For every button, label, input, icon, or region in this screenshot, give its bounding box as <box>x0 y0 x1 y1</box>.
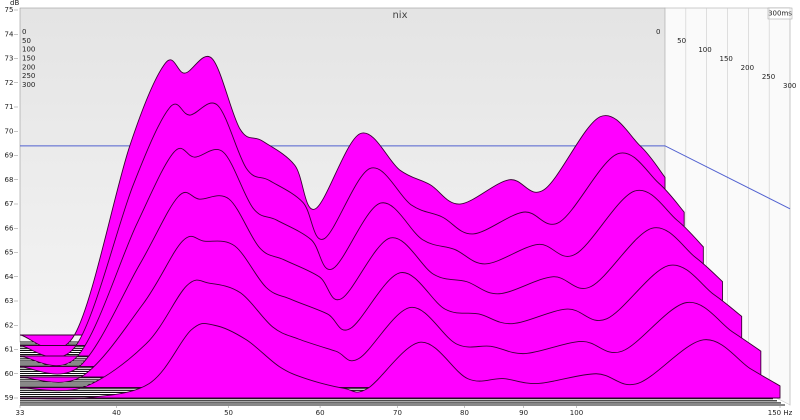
depth-label-left: 150 <box>22 55 35 63</box>
depth-label-right: 100 <box>698 46 711 54</box>
x-tick-label: 40 <box>112 409 121 417</box>
y-tick-label: 59 <box>5 394 14 402</box>
y-tick-label: 69 <box>5 152 14 160</box>
y-tick-label: 75 <box>5 6 14 14</box>
depth-label-right: 250 <box>762 73 775 81</box>
depth-label-right: 300 <box>783 82 796 90</box>
x-tick-label: 80 <box>460 409 469 417</box>
chart-title: nix <box>392 10 407 21</box>
depth-label: 300ms <box>768 10 792 18</box>
x-tick-label: 100 <box>570 409 583 417</box>
y-tick-label: 74 <box>5 30 14 38</box>
x-tick-label: 60 <box>316 409 325 417</box>
waterfall-slice <box>19 322 781 400</box>
y-tick-label: 70 <box>5 127 14 135</box>
x-tick-label: 150 Hz <box>768 409 793 417</box>
y-tick-label: 66 <box>5 224 14 232</box>
depth-label-right: 0 <box>656 28 660 36</box>
x-tick-label: 90 <box>519 409 528 417</box>
depth-label-left: 300 <box>22 81 35 89</box>
depth-label-left: 0 <box>22 28 26 36</box>
y-tick-label: 64 <box>5 273 14 281</box>
y-tick-label: 60 <box>5 370 14 378</box>
y-tick-label: 67 <box>5 200 14 208</box>
y-tick-label: 73 <box>5 55 14 63</box>
depth-label-left: 250 <box>22 72 35 80</box>
y-unit: dB <box>10 0 19 7</box>
depth-label-right: 50 <box>677 37 686 45</box>
y-tick-label: 63 <box>5 297 14 305</box>
y-tick-label: 61 <box>5 346 14 354</box>
y-tick-label: 62 <box>5 321 14 329</box>
depth-label-left: 50 <box>22 37 31 45</box>
y-tick-label: 71 <box>5 103 14 111</box>
y-tick-label: 68 <box>5 176 14 184</box>
depth-label-box <box>767 7 793 20</box>
x-tick-label: 50 <box>224 409 233 417</box>
depth-label-right: 150 <box>720 55 733 63</box>
depth-label-left: 200 <box>22 63 35 71</box>
depth-label-right: 200 <box>741 64 754 72</box>
y-tick-label: 65 <box>5 249 14 257</box>
x-tick-label: 33 <box>16 409 25 417</box>
x-tick-label: 70 <box>393 409 402 417</box>
y-tick-label: 72 <box>5 79 14 87</box>
depth-label-left: 100 <box>22 46 35 54</box>
